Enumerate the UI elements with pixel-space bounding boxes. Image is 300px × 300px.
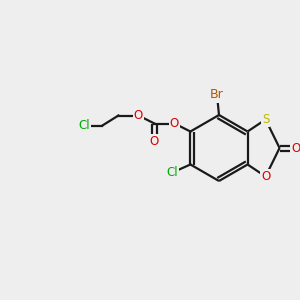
Text: O: O — [150, 135, 159, 148]
Text: O: O — [134, 109, 143, 122]
Text: O: O — [261, 170, 270, 183]
Text: O: O — [170, 117, 179, 130]
Text: O: O — [291, 142, 300, 154]
Text: Cl: Cl — [167, 166, 178, 179]
Text: Cl: Cl — [79, 119, 90, 132]
Text: Br: Br — [210, 88, 224, 101]
Text: S: S — [262, 113, 269, 126]
